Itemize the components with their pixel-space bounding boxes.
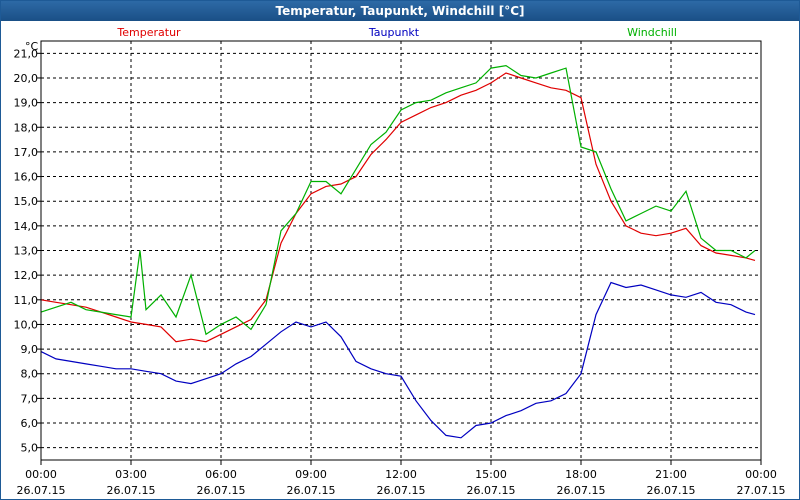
series-layer bbox=[40, 64, 756, 439]
y-axis-unit: °C bbox=[25, 40, 39, 53]
x-tick-time: 12:00 bbox=[385, 468, 417, 481]
x-tick-time: 15:00 bbox=[475, 468, 507, 481]
plot-area-border bbox=[40, 40, 762, 461]
x-tick-date: 27.07.15 bbox=[737, 484, 786, 497]
x-tick-date: 26.07.15 bbox=[107, 484, 156, 497]
labels: 5,0 6,0 7,0 8,0 9,0 10,0 11,0 12,0 13,0 14,0 15,0 1… bbox=[14, 26, 786, 497]
x-tick-time: 03:00 bbox=[115, 468, 147, 481]
legend-temperatur: Temperatur bbox=[116, 26, 181, 39]
x-tick-date: 26.07.15 bbox=[377, 484, 426, 497]
y-tick-label: 8,0 bbox=[21, 368, 39, 381]
x-tick-time: 18:00 bbox=[565, 468, 597, 481]
x-tick-time: 06:00 bbox=[205, 468, 237, 481]
x-tick-time: 00:00 bbox=[745, 468, 777, 481]
y-tick-label: 9,0 bbox=[21, 343, 39, 356]
y-tick-label: 6,0 bbox=[21, 417, 39, 430]
y-tick-label: 5,0 bbox=[21, 442, 39, 455]
y-tick-label: 19,0 bbox=[14, 97, 39, 110]
y-tick-label: 12,0 bbox=[14, 269, 39, 282]
x-tick-date: 26.07.15 bbox=[17, 484, 66, 497]
window-title: Temperatur, Taupunkt, Windchill [°C] bbox=[1, 1, 799, 21]
series-line-taupunkt bbox=[40, 281, 756, 439]
x-tick-date: 26.07.15 bbox=[287, 484, 336, 497]
y-tick-label: 21,0 bbox=[14, 47, 39, 60]
x-tick-time: 09:00 bbox=[295, 468, 327, 481]
y-tick-label: 13,0 bbox=[14, 245, 39, 258]
x-tick-date: 26.07.15 bbox=[467, 484, 516, 497]
y-tick-label: 17,0 bbox=[14, 146, 39, 159]
legend-taupunkt: Taupunkt bbox=[368, 26, 420, 39]
series-line-temperatur bbox=[40, 72, 756, 343]
axes bbox=[37, 40, 762, 465]
x-tick-date: 26.07.15 bbox=[647, 484, 696, 497]
y-tick-label: 18,0 bbox=[14, 121, 39, 134]
y-tick-label: 7,0 bbox=[21, 392, 39, 405]
y-tick-label: 16,0 bbox=[14, 171, 39, 184]
x-tick-date: 26.07.15 bbox=[197, 484, 246, 497]
x-tick-date: 26.07.15 bbox=[557, 484, 606, 497]
x-tick-time: 21:00 bbox=[655, 468, 687, 481]
y-tick-label: 14,0 bbox=[14, 220, 39, 233]
series-line-windchill bbox=[40, 64, 756, 336]
y-tick-label: 15,0 bbox=[14, 195, 39, 208]
grid bbox=[41, 41, 761, 460]
y-tick-label: 20,0 bbox=[14, 72, 39, 85]
legend-windchill: Windchill bbox=[627, 26, 677, 39]
y-tick-label: 11,0 bbox=[14, 294, 39, 307]
x-tick-time: 00:00 bbox=[25, 468, 57, 481]
y-tick-label: 10,0 bbox=[14, 318, 39, 331]
